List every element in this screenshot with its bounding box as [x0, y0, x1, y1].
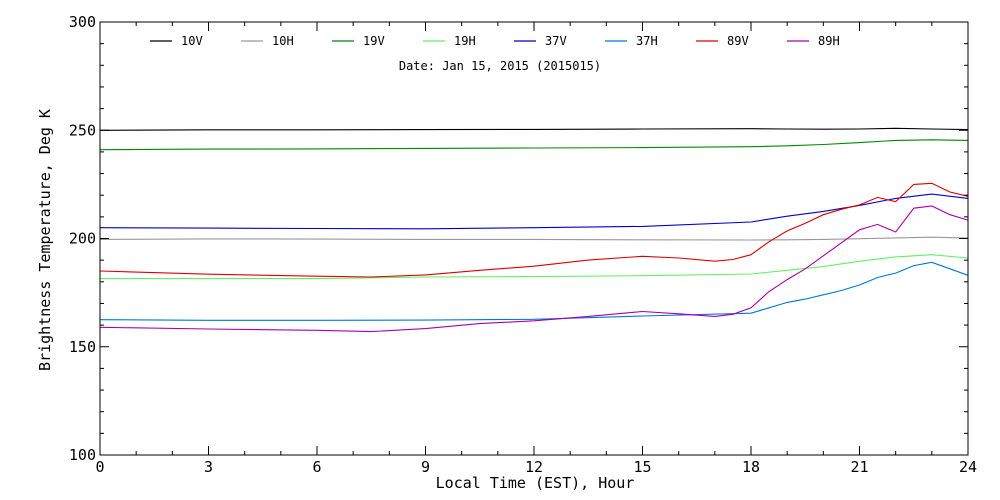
series-line-89v	[99, 182, 969, 278]
x-tick-label: 0	[95, 458, 104, 476]
y-tick-label: 250	[69, 121, 96, 139]
legend-label: 10V	[181, 34, 203, 48]
series-line-10h	[99, 236, 969, 241]
y-tick-label: 150	[69, 338, 96, 356]
series-line-19h	[100, 254, 969, 280]
x-tick-label: 12	[525, 458, 543, 476]
x-tick-label: 21	[850, 458, 868, 476]
x-axis-title: Local Time (EST), Hour	[436, 474, 635, 492]
legend-label: 19H	[454, 34, 476, 48]
x-tick-label: 6	[312, 458, 321, 476]
y-tick-label: 300	[69, 13, 96, 31]
x-tick-label: 9	[421, 458, 430, 476]
legend: 10V 10H 19V 19H 37V 37H 89V 89H	[150, 34, 840, 48]
plot-series-group	[99, 127, 969, 333]
y-tick-label: 200	[69, 230, 96, 248]
y-tick-label: 100	[69, 446, 96, 464]
legend-label: 89H	[818, 34, 840, 48]
series-line-37h	[99, 261, 969, 321]
legend-label: 37V	[545, 34, 567, 48]
series-line-89h	[99, 205, 969, 333]
series-line-19v	[99, 139, 969, 151]
chart-subtitle: Date: Jan 15, 2015 (2015015)	[399, 59, 601, 73]
y-axis-title: Brightness Temperature, Deg K	[36, 109, 54, 371]
series-line-37v	[99, 193, 969, 230]
legend-label: 10H	[272, 34, 294, 48]
legend-label: 37H	[636, 34, 658, 48]
axis-ticks-group: 0 3 6 9 12 15 18 21 24 100 150 200 250 300	[69, 13, 977, 476]
x-tick-label: 3	[204, 458, 213, 476]
legend-label: 89V	[727, 34, 749, 48]
x-tick-label: 15	[633, 458, 651, 476]
legend-label: 19V	[363, 34, 385, 48]
x-tick-label: 24	[959, 458, 977, 476]
series-line-10v	[99, 127, 969, 131]
x-tick-label: 18	[742, 458, 760, 476]
